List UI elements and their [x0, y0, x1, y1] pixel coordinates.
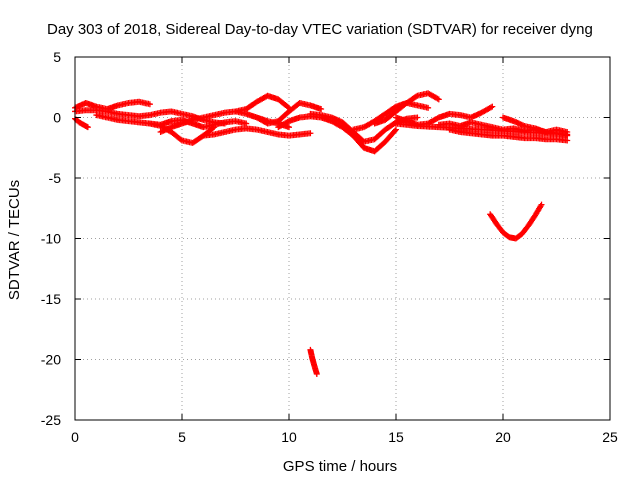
data-series-arc19: [487, 201, 545, 242]
data-point: [313, 371, 320, 378]
data-point: [393, 126, 399, 133]
data-point: [489, 103, 496, 110]
chart-title: Day 303 of 2018, Sidereal Day-to-day VTE…: [47, 21, 593, 38]
data-point-trail: [276, 109, 291, 124]
data-point-trail: [513, 231, 525, 241]
y-tick-label: -25: [41, 412, 61, 428]
data-point-trail: [383, 109, 398, 122]
data-point-trail: [351, 130, 366, 144]
y-tick-label: -5: [49, 170, 62, 186]
data-series-arc13: [371, 90, 442, 127]
data-point-trail: [276, 97, 291, 110]
data-point-trail: [351, 133, 366, 150]
data-point: [538, 201, 545, 208]
x-tick-label: 25: [602, 429, 618, 445]
x-axis-label: GPS time / hours: [283, 458, 397, 475]
data-point: [286, 124, 292, 131]
data-point-trail: [312, 365, 319, 373]
data-point-trail: [330, 118, 345, 130]
data-point-trail: [494, 222, 506, 235]
data-point-trail: [276, 118, 291, 130]
data-point-trail: [394, 100, 409, 114]
data-point-trail: [340, 125, 355, 138]
data-point: [425, 104, 432, 111]
data-point-trail: [73, 116, 82, 125]
data-point-trail: [190, 133, 206, 146]
x-tick-label: 10: [281, 429, 297, 445]
data-series-arc7: [200, 125, 314, 139]
data-point-trail: [244, 99, 259, 112]
data-point-trail: [372, 139, 388, 154]
grid: [75, 57, 610, 420]
data-point-trail: [426, 91, 441, 102]
data-point-trail: [81, 122, 90, 130]
data-point-trail: [426, 115, 441, 126]
data-point-trail: [488, 212, 499, 226]
y-tick-label: -20: [41, 352, 61, 368]
data-point: [318, 106, 325, 113]
data-point: [414, 114, 421, 121]
data-point-trail: [77, 119, 86, 128]
x-tick-label: 15: [388, 429, 404, 445]
data-point-trail: [383, 104, 398, 117]
data-point-trail: [404, 93, 420, 106]
y-axis-label: SDTVAR / TECUs: [6, 180, 23, 300]
data-series-arc8: [232, 92, 292, 115]
data-series-arc17: [446, 126, 571, 144]
data-point: [146, 101, 153, 108]
y-tick-label: -10: [41, 231, 61, 247]
y-tick-label: 0: [53, 110, 61, 126]
data-point-trail: [362, 118, 377, 130]
axis-ticks: 0 5 10 15 20 25 -25 -20 -15 -10 -5 0 5: [41, 49, 618, 445]
data-point-trail: [415, 123, 441, 131]
data-series-arc20: [307, 346, 320, 378]
data-series-arc9: [253, 99, 325, 127]
data-series-arc1: [72, 98, 153, 113]
data-point: [84, 124, 91, 131]
data-point-trail: [372, 127, 388, 142]
data-point-trail: [532, 203, 544, 218]
data-point-trail: [383, 127, 398, 144]
y-tick-label: 5: [53, 49, 61, 65]
data-point: [435, 96, 442, 103]
data-point-trail: [394, 120, 419, 129]
data-point-trail: [520, 223, 531, 236]
data-point-trail: [501, 230, 512, 240]
data-point-trail: [309, 357, 317, 365]
x-tick-label: 0: [71, 429, 79, 445]
x-tick-label: 5: [178, 429, 186, 445]
x-tick-label: 20: [495, 429, 511, 445]
data-point: [564, 129, 571, 136]
data-layer: [72, 90, 571, 378]
data-point-trail: [313, 368, 320, 376]
data-point-trail: [526, 213, 538, 227]
data-point: [564, 137, 571, 144]
data-series-arc5: [146, 116, 250, 131]
data-series-arc18: [500, 114, 571, 136]
data-point-trail: [479, 104, 494, 115]
y-tick-label: -15: [41, 291, 61, 307]
data-point: [307, 130, 314, 137]
data-point-trail: [169, 130, 184, 143]
data-point-trail: [311, 361, 318, 369]
